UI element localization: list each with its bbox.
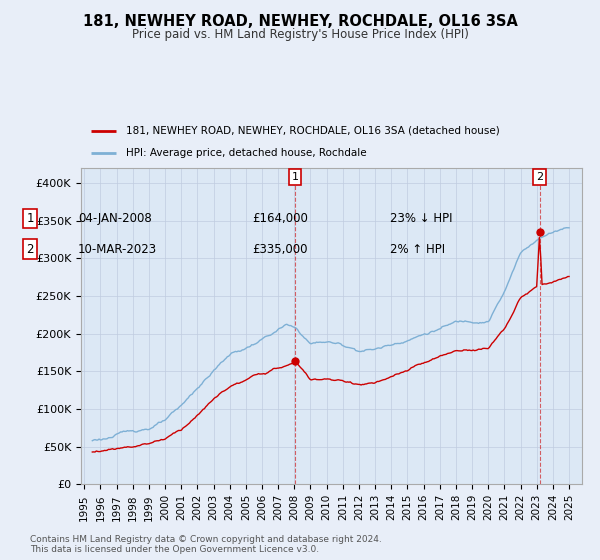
Text: 1: 1 bbox=[26, 212, 34, 225]
Text: 10-MAR-2023: 10-MAR-2023 bbox=[78, 242, 157, 256]
Text: HPI: Average price, detached house, Rochdale: HPI: Average price, detached house, Roch… bbox=[126, 148, 367, 158]
Text: 2: 2 bbox=[26, 242, 34, 256]
Text: 2% ↑ HPI: 2% ↑ HPI bbox=[390, 242, 445, 256]
Text: £164,000: £164,000 bbox=[252, 212, 308, 225]
Text: 2: 2 bbox=[536, 172, 544, 182]
Text: 181, NEWHEY ROAD, NEWHEY, ROCHDALE, OL16 3SA: 181, NEWHEY ROAD, NEWHEY, ROCHDALE, OL16… bbox=[83, 14, 517, 29]
Text: 23% ↓ HPI: 23% ↓ HPI bbox=[390, 212, 452, 225]
Text: 1: 1 bbox=[292, 172, 298, 182]
Text: Price paid vs. HM Land Registry's House Price Index (HPI): Price paid vs. HM Land Registry's House … bbox=[131, 28, 469, 41]
Text: Contains HM Land Registry data © Crown copyright and database right 2024.
This d: Contains HM Land Registry data © Crown c… bbox=[30, 535, 382, 554]
Text: 181, NEWHEY ROAD, NEWHEY, ROCHDALE, OL16 3SA (detached house): 181, NEWHEY ROAD, NEWHEY, ROCHDALE, OL16… bbox=[126, 126, 500, 136]
Text: 04-JAN-2008: 04-JAN-2008 bbox=[78, 212, 152, 225]
Text: £335,000: £335,000 bbox=[252, 242, 308, 256]
